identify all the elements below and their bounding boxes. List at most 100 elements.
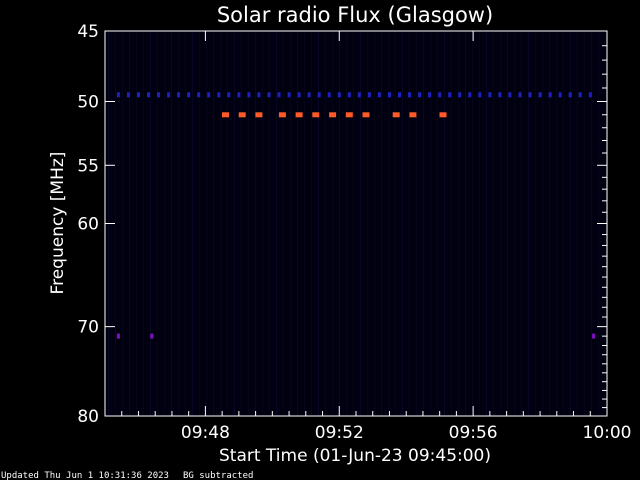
- background-stripe: [339, 31, 340, 416]
- feature-mark: [488, 92, 492, 98]
- feature-mark: [528, 92, 532, 98]
- background-stripe: [500, 31, 501, 416]
- background-stripe: [255, 31, 256, 416]
- background-stripe: [388, 31, 389, 416]
- background-stripe: [577, 31, 578, 416]
- plot-area: [104, 30, 608, 417]
- feature-mark: [307, 92, 311, 98]
- feature-mark: [317, 92, 321, 98]
- background-stripe: [409, 31, 410, 416]
- x-axis: 09:48 09:52 09:56 10:00: [121, 31, 632, 443]
- feature-mark: [287, 92, 291, 98]
- y-axis-label: Frequency [MHz]: [48, 152, 68, 295]
- feature-mark: [347, 92, 351, 98]
- background-stripe: [360, 31, 361, 416]
- feature-mark: [588, 92, 592, 98]
- background-stripe: [563, 31, 564, 416]
- background-stripe: [220, 31, 221, 416]
- background-stripe: [486, 31, 487, 416]
- background-stripe: [514, 31, 515, 416]
- bg-subtracted-note: BG subtracted: [183, 471, 253, 480]
- background-stripe: [395, 31, 396, 416]
- background-stripe: [115, 31, 116, 416]
- x-axis-label: Start Time (01-Jun-23 09:45:00): [219, 446, 491, 466]
- feature-mark: [418, 92, 422, 98]
- feature-mark: [217, 92, 221, 98]
- feature-mark: [345, 112, 353, 118]
- feature-mark: [255, 112, 263, 118]
- feature-mark: [295, 112, 303, 118]
- background-stripe: [122, 31, 123, 416]
- background-stripe: [269, 31, 270, 416]
- background-stripe: [283, 31, 284, 416]
- x-tick-label: 09:52: [315, 423, 364, 443]
- background-stripe: [185, 31, 186, 416]
- feature-mark: [592, 333, 596, 339]
- spectrogram-marks: [116, 92, 596, 339]
- feature-mark: [126, 92, 130, 98]
- background-stripe: [213, 31, 214, 416]
- feature-mark: [267, 92, 271, 98]
- feature-mark: [498, 92, 502, 98]
- feature-mark: [337, 92, 341, 98]
- background-stripe: [143, 31, 144, 416]
- feature-mark: [468, 92, 472, 98]
- feature-mark: [558, 92, 562, 98]
- background-stripe: [367, 31, 368, 416]
- background-stripe: [290, 31, 291, 416]
- background-stripe: [171, 31, 172, 416]
- background-stripe: [374, 31, 375, 416]
- background-stripe: [157, 31, 158, 416]
- feature-mark: [367, 92, 371, 98]
- feature-mark: [439, 112, 447, 118]
- background-stripe: [570, 31, 571, 416]
- feature-mark: [578, 92, 582, 98]
- feature-mark: [388, 92, 391, 98]
- feature-mark: [327, 92, 331, 98]
- feature-mark: [297, 92, 301, 98]
- feature-mark: [207, 92, 211, 98]
- y-tick-label: 80: [77, 407, 99, 427]
- chart-title: Solar radio Flux (Glasgow): [217, 3, 493, 27]
- background-stripe: [297, 31, 298, 416]
- plot-background: [105, 31, 607, 416]
- background-stripe: [332, 31, 333, 416]
- feature-mark: [157, 92, 160, 98]
- background-stripe: [437, 31, 438, 416]
- feature-mark: [222, 112, 229, 118]
- feature-mark: [238, 112, 246, 118]
- feature-mark: [187, 92, 191, 98]
- feature-mark: [428, 92, 432, 98]
- background-stripe: [549, 31, 550, 416]
- feature-mark: [257, 92, 261, 98]
- x-tick-label: 10:00: [583, 423, 632, 443]
- y-tick-label: 70: [77, 318, 99, 338]
- feature-mark: [147, 92, 150, 98]
- feature-mark: [197, 92, 201, 98]
- feature-mark: [508, 92, 512, 98]
- background-stripe: [164, 31, 165, 416]
- background-stripe: [311, 31, 312, 416]
- y-tick-label: 55: [77, 156, 99, 176]
- background-stripe: [458, 31, 459, 416]
- background-stripe: [129, 31, 130, 416]
- x-tick-label: 09:48: [181, 423, 230, 443]
- background-stripe: [150, 31, 151, 416]
- spectrogram-stripes: [108, 31, 599, 416]
- feature-mark: [312, 112, 320, 118]
- feature-mark: [538, 92, 542, 98]
- background-stripe: [192, 31, 193, 416]
- feature-mark: [247, 92, 251, 98]
- feature-mark: [478, 92, 482, 98]
- y-axis: 45 50 55 60 70 80: [77, 22, 607, 427]
- feature-mark: [438, 92, 442, 98]
- feature-mark: [116, 92, 120, 98]
- x-tick-label: 09:56: [449, 423, 498, 443]
- background-stripe: [262, 31, 263, 416]
- background-stripe: [402, 31, 403, 416]
- feature-mark: [357, 92, 361, 98]
- background-stripe: [318, 31, 319, 416]
- background-stripe: [241, 31, 242, 416]
- feature-mark: [278, 112, 286, 118]
- background-stripe: [227, 31, 228, 416]
